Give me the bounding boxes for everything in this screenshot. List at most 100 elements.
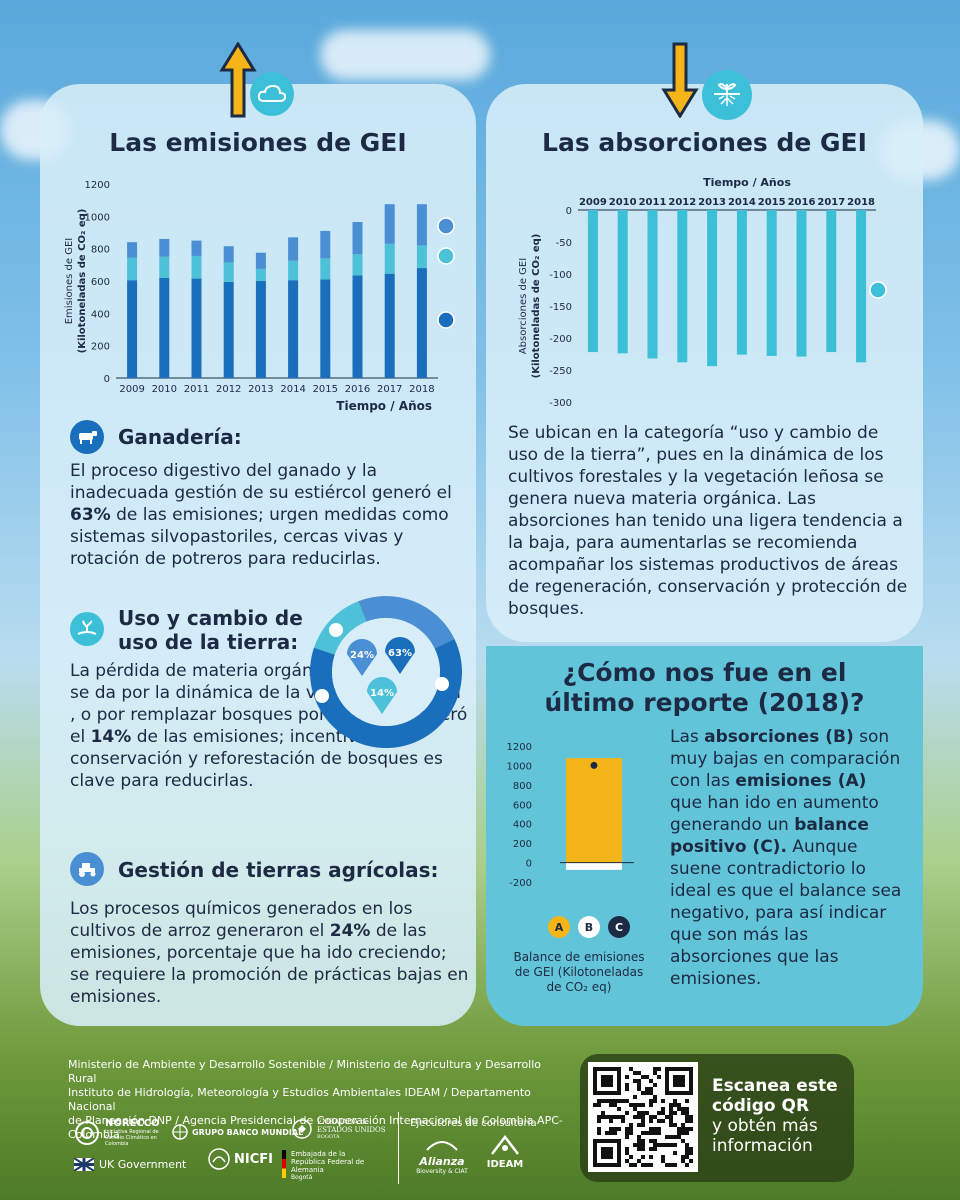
qr-module	[633, 1115, 637, 1119]
banco-mundial-logo: GRUPO BANCO MUNDIAL	[172, 1124, 303, 1140]
y-tick-label: 200	[91, 342, 110, 353]
report-text: Las absorciones (B) son muy bajas en com…	[670, 727, 902, 989]
x-tick-label: 2009	[119, 384, 144, 395]
qr-module	[685, 1107, 689, 1111]
x-tick-label: 2014	[280, 384, 305, 395]
qr-module	[649, 1115, 653, 1119]
qr-module	[633, 1107, 637, 1111]
qr-module	[625, 1131, 629, 1135]
donut-pin	[347, 639, 377, 676]
qr-module	[669, 1119, 673, 1123]
x-tick-label: 2009	[579, 197, 607, 208]
qr-module	[653, 1095, 657, 1099]
qr-module	[673, 1123, 677, 1127]
qr-module	[637, 1103, 641, 1107]
y-tick-label: 600	[513, 800, 532, 811]
x-tick-label: 2013	[248, 384, 273, 395]
y-tick-label: -300	[549, 398, 572, 409]
report-panel	[486, 646, 923, 1026]
donut-slice	[358, 596, 455, 649]
qr-module	[669, 1143, 673, 1147]
qr-module	[665, 1115, 669, 1119]
nicfi-logo: NICFI	[208, 1148, 273, 1170]
qr-module	[677, 1127, 681, 1131]
qr-module	[641, 1131, 645, 1135]
qr-module	[625, 1099, 629, 1103]
qr-module	[601, 1111, 605, 1115]
qr-module	[629, 1067, 633, 1071]
bar-segment	[255, 268, 266, 281]
bar-segment	[416, 204, 427, 246]
qr-module	[609, 1127, 613, 1131]
bar	[736, 210, 747, 355]
y-tick-label: -200	[509, 878, 532, 886]
qr-module	[681, 1127, 685, 1131]
land-use-icon	[315, 689, 329, 703]
x-tick-label: 2010	[609, 197, 637, 208]
y-axis-label-line: Emisiones de GEI	[64, 238, 75, 325]
qr-module	[641, 1075, 645, 1079]
legend-b: B	[578, 916, 600, 938]
y-tick-label: 0	[566, 206, 572, 217]
qr-module	[625, 1147, 629, 1151]
qr-module	[641, 1147, 645, 1151]
qr-module	[629, 1163, 633, 1167]
y-tick-label: -150	[549, 302, 572, 313]
ganaderia-title: Ganadería:	[118, 425, 242, 449]
qr-module	[661, 1107, 665, 1111]
qr-module	[633, 1163, 637, 1167]
qr-module	[625, 1075, 629, 1079]
qr-module	[657, 1143, 661, 1147]
qr-module	[657, 1111, 661, 1115]
balance-point	[590, 761, 598, 769]
qr-module	[637, 1135, 641, 1139]
absorptions-chart: 0 -50 -100 -150 -200 -250 -300 2009 2010 2011 2012…	[518, 176, 887, 409]
x-tick-label: 2016	[788, 197, 816, 208]
bar-segment	[191, 278, 202, 378]
bar-segment	[352, 254, 363, 276]
qr-module	[641, 1139, 645, 1143]
qr-module	[613, 1103, 617, 1107]
qr-module	[669, 1135, 673, 1139]
bar-emissions	[566, 758, 622, 863]
x-tick-label: 2010	[152, 384, 177, 395]
qr-module	[689, 1147, 693, 1151]
donut-label: 14%	[370, 688, 394, 699]
qr-module	[653, 1147, 657, 1151]
qr-module	[653, 1115, 657, 1119]
qr-module	[677, 1103, 681, 1107]
qr-module	[597, 1103, 601, 1107]
donut-hole	[332, 618, 440, 726]
qr-module	[685, 1147, 689, 1151]
report-title: ¿Cómo nos fue en el último reporte (2018)…	[544, 658, 865, 717]
qr-module	[649, 1091, 653, 1095]
donut-label: 63%	[388, 648, 412, 659]
donut-slice	[310, 638, 462, 748]
qr-module	[689, 1119, 693, 1123]
qr-module	[597, 1099, 601, 1103]
qr-module	[669, 1111, 673, 1115]
qr-module	[681, 1111, 685, 1115]
qr-module	[661, 1111, 665, 1115]
qr-module	[677, 1107, 681, 1111]
qr-code[interactable]	[588, 1062, 698, 1172]
x-axis-label: Tiempo / Años	[703, 176, 791, 189]
embajada-us-logo: EMBAJADA de ESTADOS UNIDOS BOGOTÁ	[292, 1118, 387, 1140]
qr-module	[665, 1163, 669, 1167]
qr-module	[681, 1107, 685, 1111]
qr-module	[641, 1119, 645, 1123]
qr-module	[633, 1071, 637, 1075]
uk-government-logo: UK Government	[74, 1158, 186, 1171]
bar	[647, 210, 658, 359]
qr-module	[673, 1103, 677, 1107]
ejecutores-label: Ejecutores de consultoría	[410, 1118, 537, 1129]
absorptions-title: Las absorciones de GEI	[542, 128, 867, 157]
qr-module	[637, 1071, 641, 1075]
qr-module	[617, 1107, 621, 1111]
x-tick-label: 2018	[847, 197, 875, 208]
qr-module	[617, 1115, 621, 1119]
bar-segment	[223, 262, 234, 282]
qr-module	[653, 1139, 657, 1143]
qr-module	[597, 1119, 601, 1123]
x-tick-label: 2011	[184, 384, 209, 395]
